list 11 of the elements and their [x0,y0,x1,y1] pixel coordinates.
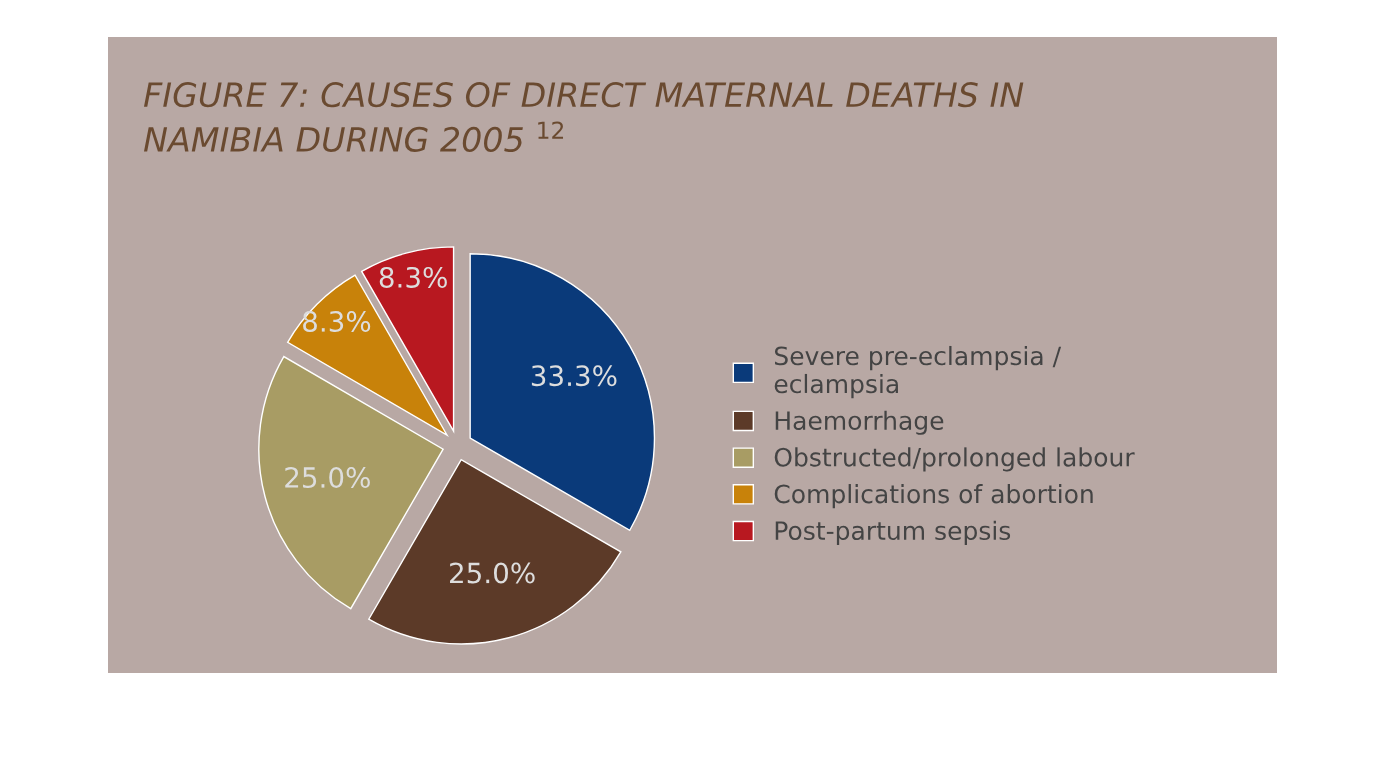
chart-title: FIGURE 7: CAUSES OF DIRECT MATERNAL DEATHS IN NAMIBIA DURING 2005 $^{12}$ [143,82,1024,152]
legend-label: Complications of abortion [774,484,1093,509]
legend-label: Obstructed/prolonged labour [774,447,1135,472]
data-label: 33.3% [531,365,617,387]
data-label: 25.0% [450,562,535,584]
legend-label: Post-partum sepsis [775,520,1011,545]
data-label: 8.3% [379,266,447,288]
data-label: 8.3% [303,310,371,332]
data-label: 25.0% [285,467,370,489]
legend-label: Haemorrhage [775,410,944,435]
legend-label: Severe pre-eclampsia / eclampsia [774,345,1062,399]
